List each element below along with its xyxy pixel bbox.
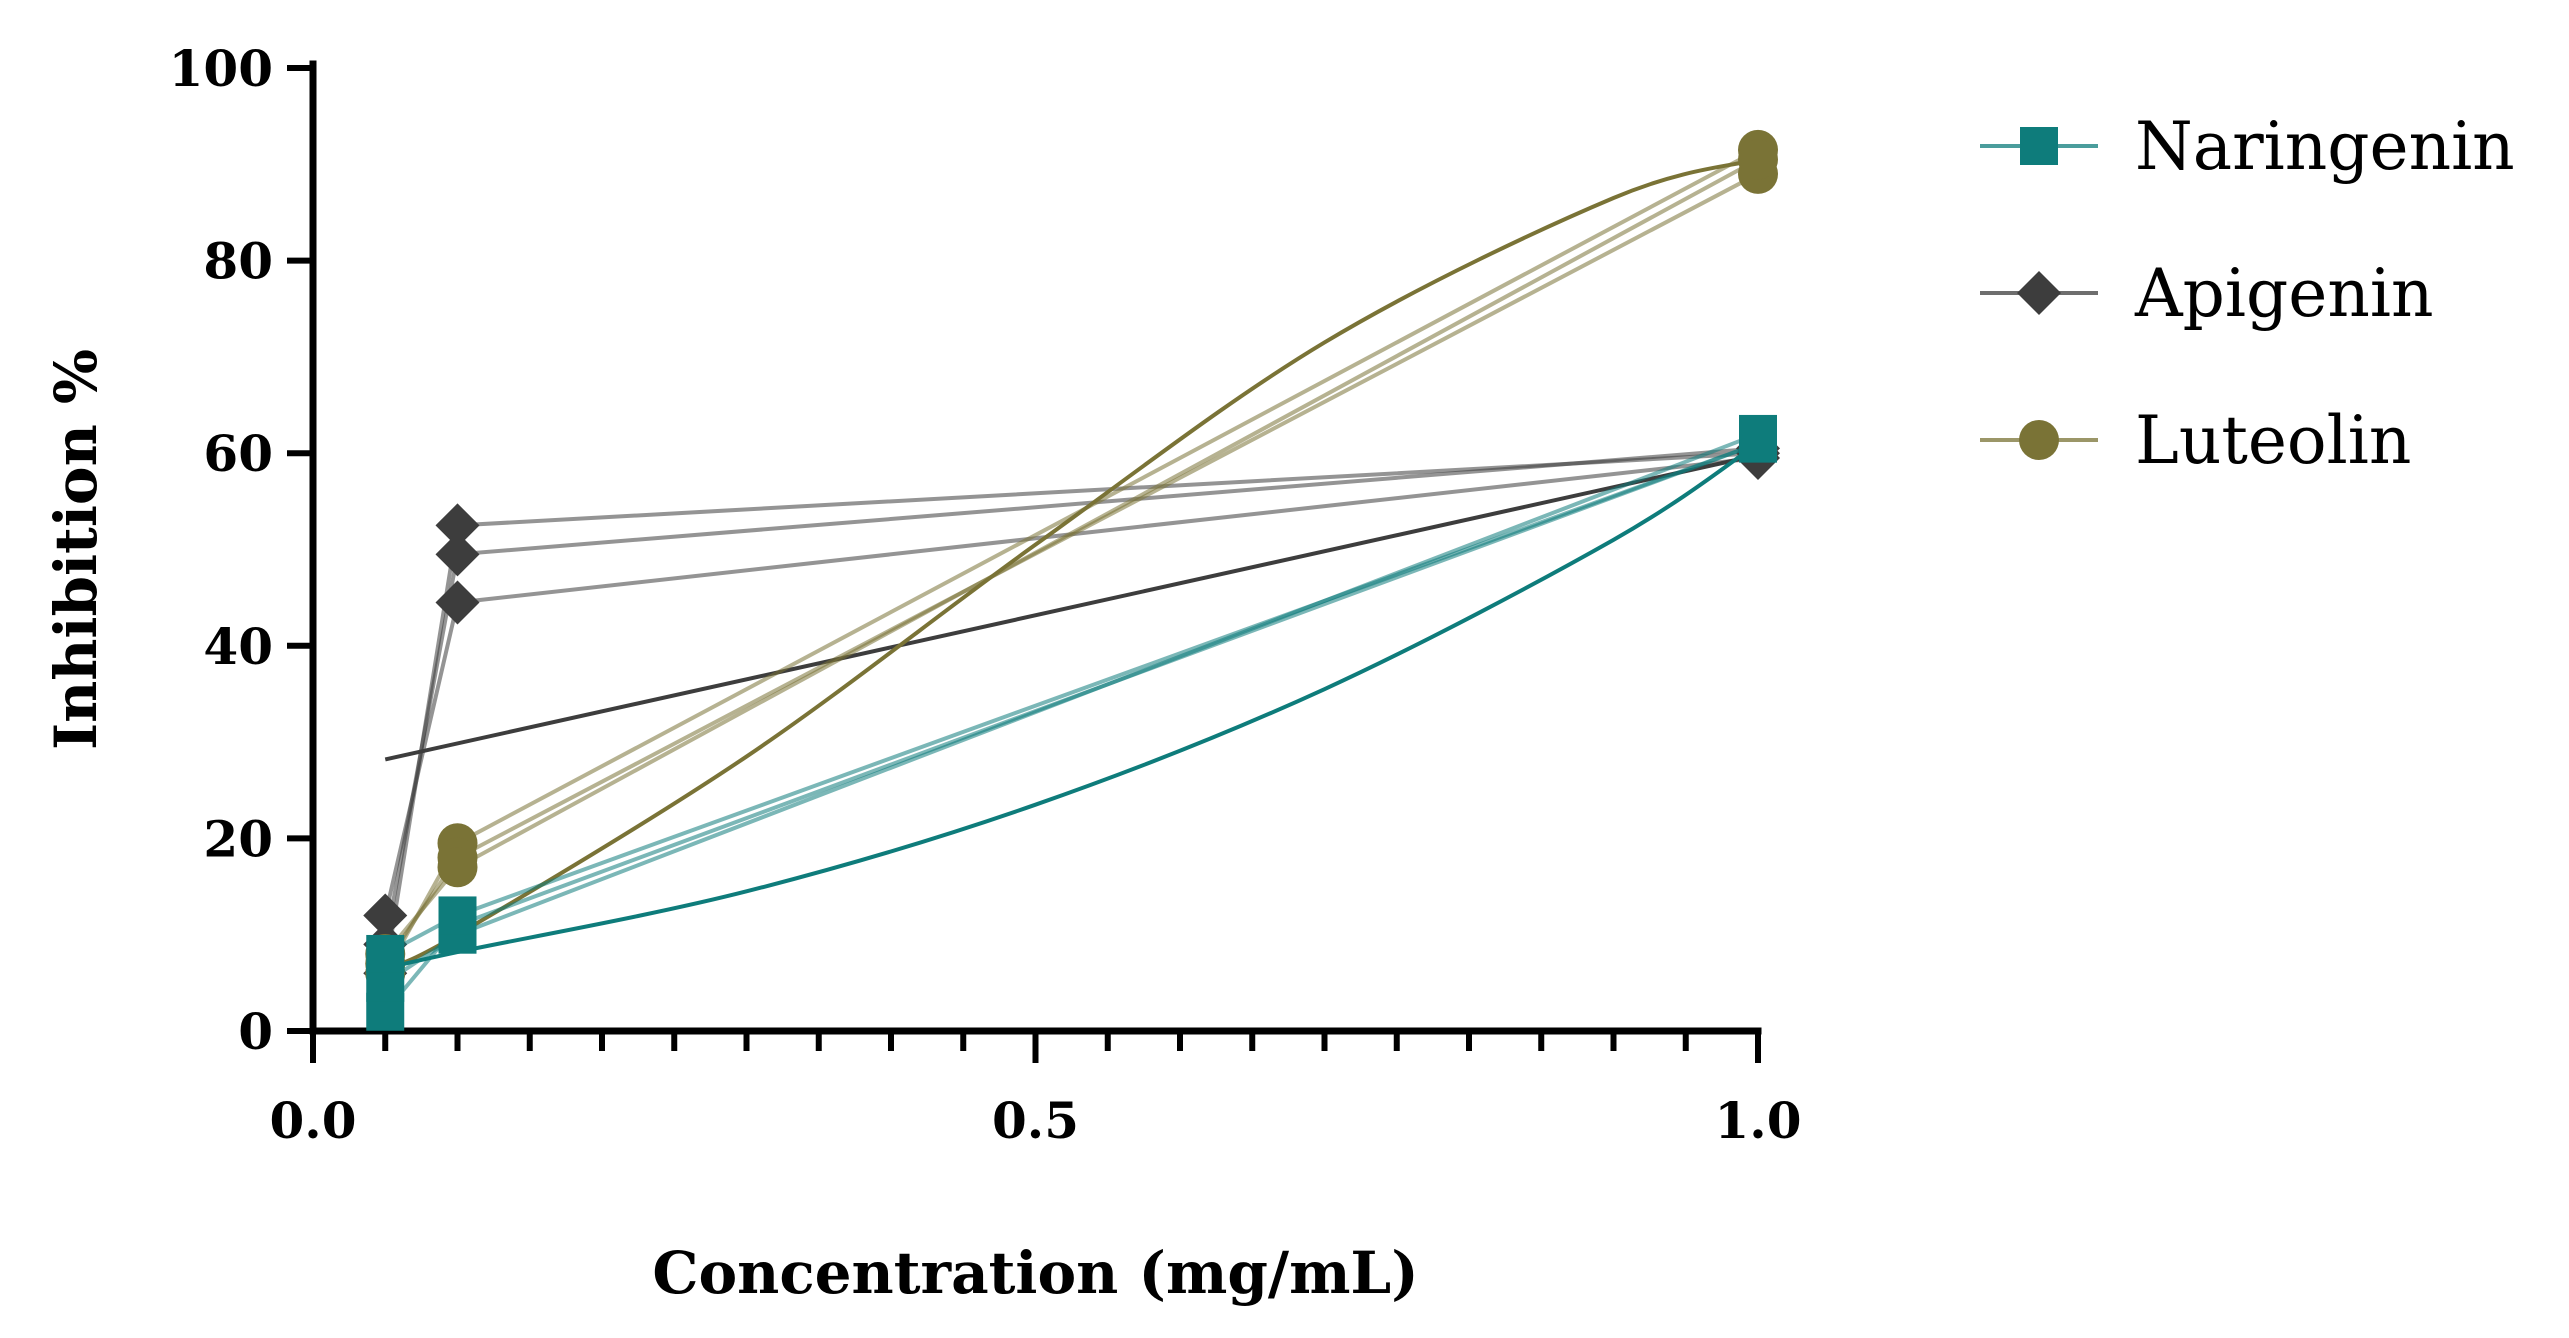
legend-marker-luteolin <box>2019 420 2059 460</box>
legend-marker-naringenin <box>2020 127 2058 165</box>
legend-layer: Naringenin Apigenin Luteolin <box>1980 108 2515 479</box>
y-tick-label-0: 0 <box>238 1002 273 1061</box>
y-tick-label-100: 100 <box>169 39 273 98</box>
legend-item-apigenin: Apigenin <box>1980 255 2433 332</box>
data-point-luteolin <box>437 847 478 888</box>
replicate-line-luteolin-3 <box>383 157 1759 956</box>
data-point-naringenin <box>366 934 405 973</box>
data-point-apigenin <box>435 532 480 577</box>
fit-curve-apigenin <box>384 453 1759 762</box>
legend-item-naringenin: Naringenin <box>1980 108 2515 185</box>
legend-marker-apigenin <box>2017 271 2061 315</box>
series-layer <box>363 129 1780 1031</box>
data-point-apigenin <box>363 893 408 938</box>
y-tick-label-80: 80 <box>203 232 273 291</box>
data-point-naringenin <box>1739 424 1777 463</box>
series-luteolin <box>365 129 1778 994</box>
y-tick-label-60: 60 <box>203 424 273 483</box>
x-tick-label-0-5: 0.5 <box>992 1091 1079 1150</box>
data-point-apigenin <box>435 580 480 625</box>
y-axis-title: Inhibition % <box>42 349 110 750</box>
replicate-line-apigenin-3 <box>383 456 1759 916</box>
fit-curve-naringenin <box>384 441 1760 971</box>
x-axis-title: Concentration (mg/mL) <box>652 1239 1418 1307</box>
fit-curve-luteolin <box>384 157 1759 971</box>
axis-layer: 0 20 40 60 80 100 0.0 0.5 1.0 Concentration (mg/m… <box>42 39 1802 1307</box>
legend-label-apigenin: Apigenin <box>2134 255 2433 332</box>
replicate-line-luteolin-2 <box>383 172 1759 965</box>
series-naringenin <box>366 414 1777 1031</box>
x-tick-label-1: 1.0 <box>1715 1091 1802 1150</box>
data-point-naringenin <box>438 896 477 935</box>
data-point-luteolin <box>1738 139 1778 180</box>
y-tick-label-40: 40 <box>203 617 273 676</box>
data-point-apigenin <box>435 503 480 548</box>
legend-item-luteolin: Luteolin <box>1980 402 2411 479</box>
legend-label-naringenin: Naringenin <box>2135 108 2515 185</box>
legend-label-luteolin: Luteolin <box>2135 402 2411 479</box>
x-tick-label-0: 0.0 <box>270 1091 357 1150</box>
y-tick-label-20: 20 <box>203 809 273 868</box>
